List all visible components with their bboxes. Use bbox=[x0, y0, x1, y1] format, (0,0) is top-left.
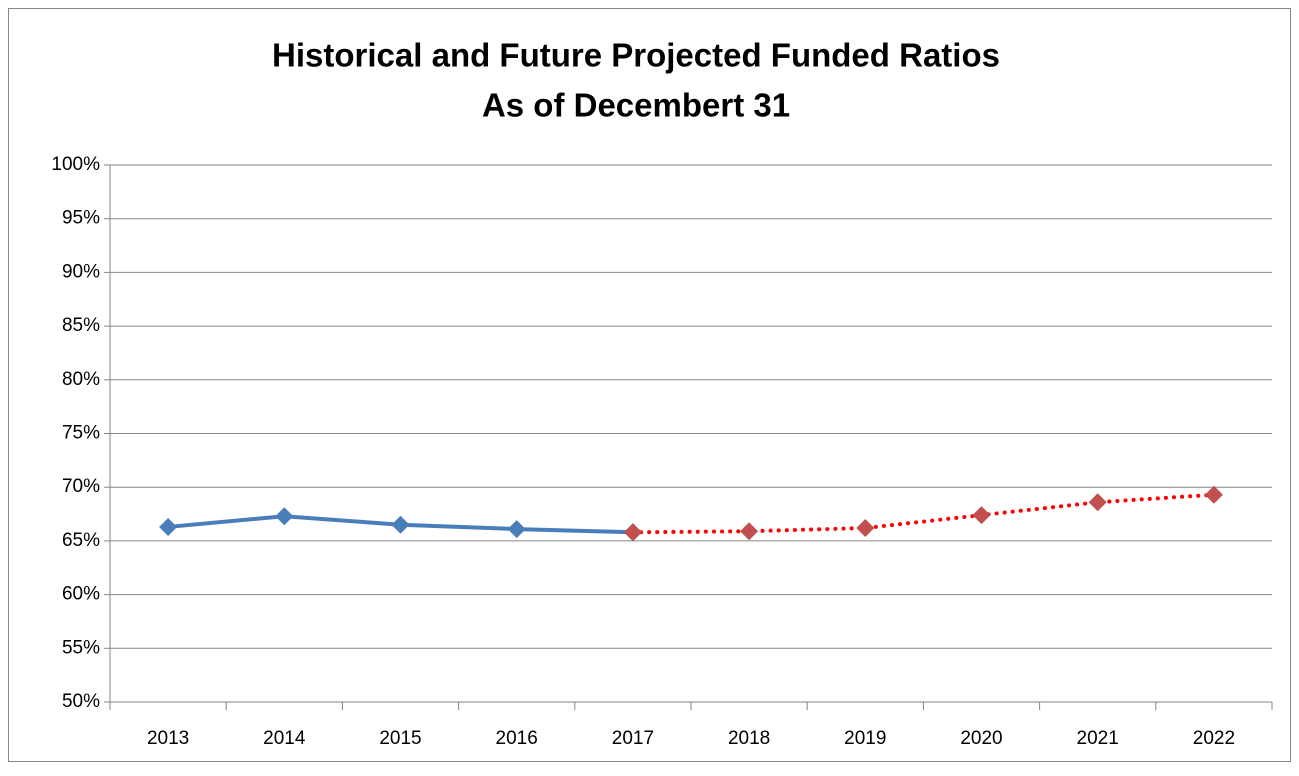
chart-border bbox=[8, 8, 1291, 762]
y-tick-label: 50% bbox=[62, 691, 100, 712]
x-tick-label: 2020 bbox=[960, 728, 1002, 749]
chart-title: Historical and Future Projected Funded R… bbox=[272, 37, 1000, 74]
data-marker bbox=[740, 522, 759, 541]
x-tick-label: 2021 bbox=[1077, 728, 1119, 749]
x-tick-label: 2022 bbox=[1193, 728, 1235, 749]
data-marker bbox=[159, 517, 178, 536]
y-tick-label: 95% bbox=[62, 208, 100, 229]
y-tick-label: 100% bbox=[51, 154, 100, 175]
x-tick-label: 2015 bbox=[379, 728, 421, 749]
x-tick-label: 2014 bbox=[263, 728, 306, 749]
x-tick-label: 2019 bbox=[844, 728, 886, 749]
data-marker bbox=[391, 515, 410, 534]
y-tick-label: 85% bbox=[62, 315, 100, 336]
data-marker bbox=[1088, 493, 1107, 512]
y-tick-label: 55% bbox=[62, 637, 100, 658]
x-tick-label: 2017 bbox=[612, 728, 654, 749]
data-marker bbox=[972, 506, 991, 525]
data-marker bbox=[507, 520, 526, 539]
y-tick-label: 80% bbox=[62, 369, 100, 390]
data-marker bbox=[623, 523, 642, 542]
data-marker bbox=[1204, 485, 1223, 504]
y-tick-label: 60% bbox=[62, 584, 100, 605]
x-tick-label: 2018 bbox=[728, 728, 770, 749]
series-line bbox=[630, 492, 1216, 535]
y-tick-label: 65% bbox=[62, 530, 100, 551]
x-tick-label: 2016 bbox=[496, 728, 538, 749]
y-tick-label: 70% bbox=[62, 476, 100, 497]
x-tick-label: 2013 bbox=[147, 728, 189, 749]
chart-subtitle: As of Decembert 31 bbox=[482, 87, 790, 124]
y-tick-label: 75% bbox=[62, 423, 100, 444]
y-tick-label: 90% bbox=[62, 261, 100, 282]
data-marker bbox=[856, 519, 875, 538]
data-marker bbox=[275, 507, 294, 526]
